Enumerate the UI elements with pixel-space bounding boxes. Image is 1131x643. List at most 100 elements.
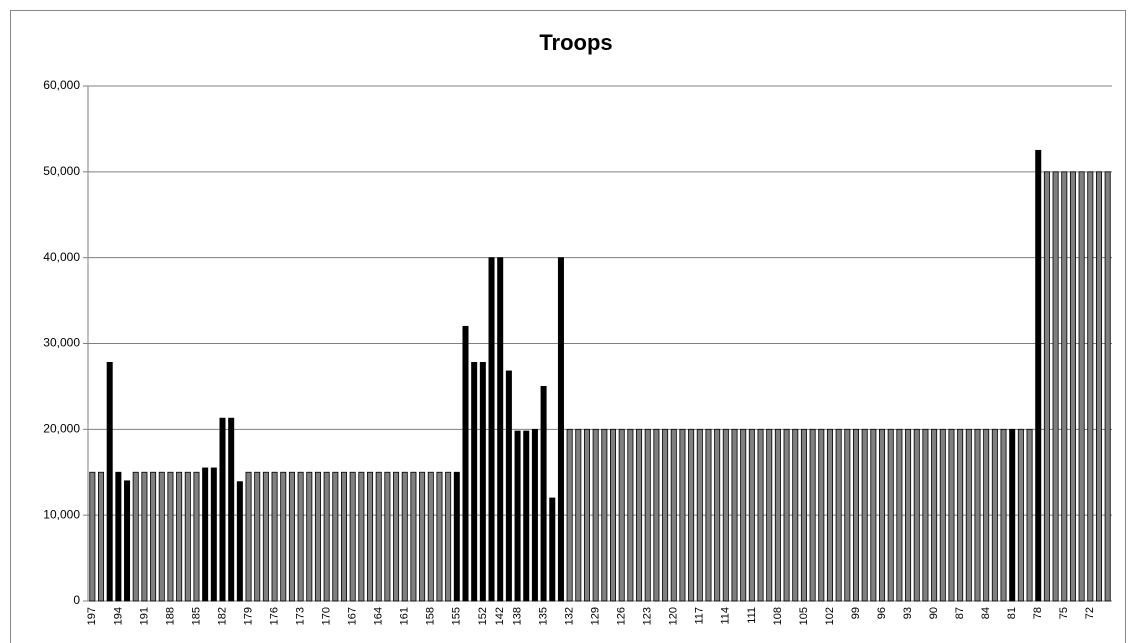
x-tick-label: 158: [425, 607, 437, 625]
bar: [254, 471, 261, 602]
x-tick-label: 111: [746, 607, 758, 624]
bar: [583, 428, 590, 602]
bar: [557, 257, 564, 602]
bar: [375, 471, 382, 602]
bar: [644, 428, 651, 602]
x-tick-label: 182: [216, 607, 228, 625]
bar: [627, 428, 634, 602]
bar: [505, 370, 512, 602]
bar: [1043, 171, 1050, 602]
bar: [453, 471, 460, 602]
bar: [132, 471, 139, 602]
x-tick-label: 72: [1084, 607, 1096, 619]
bar: [115, 471, 122, 602]
bar: [679, 428, 686, 602]
bar: [176, 471, 183, 602]
bar: [879, 428, 886, 602]
bar: [401, 471, 408, 602]
bar: [896, 428, 903, 602]
bar: [748, 428, 755, 602]
x-tick-label: 105: [798, 607, 810, 625]
bar: [280, 471, 287, 602]
bar: [488, 257, 495, 602]
bar: [427, 471, 434, 602]
bar: [340, 471, 348, 602]
bar: [1052, 171, 1059, 602]
x-tick-label: 96: [876, 607, 888, 619]
x-tick-label: 81: [1006, 607, 1018, 619]
x-tick-label: 117: [694, 607, 706, 625]
bar: [1000, 428, 1007, 602]
bar: [167, 471, 174, 602]
bar: [124, 480, 131, 602]
bar: [818, 428, 825, 602]
x-tick-label: 87: [954, 607, 966, 619]
x-tick-label: 161: [399, 607, 411, 625]
bar: [1104, 171, 1111, 602]
bar: [462, 325, 469, 602]
bar: [991, 428, 998, 602]
bar: [931, 428, 938, 602]
bar: [314, 471, 321, 602]
bar: [523, 430, 530, 602]
bar: [288, 471, 295, 602]
bar: [98, 471, 105, 602]
bar: [410, 471, 417, 602]
bar: [1095, 171, 1102, 602]
x-tick-label: 179: [242, 607, 254, 625]
x-tick-label: 78: [1032, 607, 1044, 619]
bar: [662, 428, 669, 602]
x-tick-label: 185: [190, 607, 202, 625]
x-tick-label: 176: [268, 607, 280, 625]
bar: [636, 428, 643, 602]
bar: [193, 471, 200, 602]
bar: [445, 471, 452, 602]
bar: [262, 471, 269, 602]
bar: [792, 428, 799, 602]
x-tick-label: 155: [451, 607, 463, 625]
bar: [89, 471, 96, 602]
bar: [913, 428, 920, 602]
bar: [670, 428, 677, 602]
y-tick-label: 20,000: [43, 422, 80, 436]
x-tick-label: 129: [590, 607, 602, 625]
y-tick-label: 40,000: [43, 250, 80, 264]
x-tick-label: 123: [642, 607, 654, 625]
y-tick-label: 0: [73, 593, 80, 607]
bar: [419, 471, 426, 602]
y-tick-label: 10,000: [43, 507, 80, 521]
bar: [471, 361, 478, 602]
bar: [870, 428, 877, 602]
y-tick-label: 50,000: [43, 164, 80, 178]
bar: [1009, 428, 1016, 602]
bar: [939, 428, 946, 602]
bar: [1035, 149, 1042, 602]
bar: [696, 428, 703, 602]
bar: [271, 471, 278, 602]
bar: [245, 471, 252, 602]
bar: [592, 428, 599, 602]
x-tick-label: 102: [824, 607, 836, 625]
x-tick-label: 93: [902, 607, 914, 619]
bar: [1017, 428, 1024, 602]
bar: [393, 471, 400, 602]
bar: [367, 471, 374, 602]
bar: [653, 428, 660, 602]
bar: [852, 428, 860, 602]
bar: [610, 428, 617, 602]
x-tick-label: 191: [138, 607, 150, 625]
bar: [150, 471, 157, 602]
bar: [731, 428, 738, 602]
bar: [358, 471, 365, 602]
bar: [436, 471, 443, 602]
bar: [297, 471, 304, 602]
bar: [826, 428, 833, 602]
x-tick-label: 114: [720, 607, 732, 625]
bar: [349, 471, 356, 602]
x-tick-label: 142: [494, 607, 506, 625]
bar: [141, 471, 148, 602]
bar: [497, 257, 504, 602]
y-tick-label: 30,000: [43, 336, 80, 350]
bar: [106, 361, 113, 602]
